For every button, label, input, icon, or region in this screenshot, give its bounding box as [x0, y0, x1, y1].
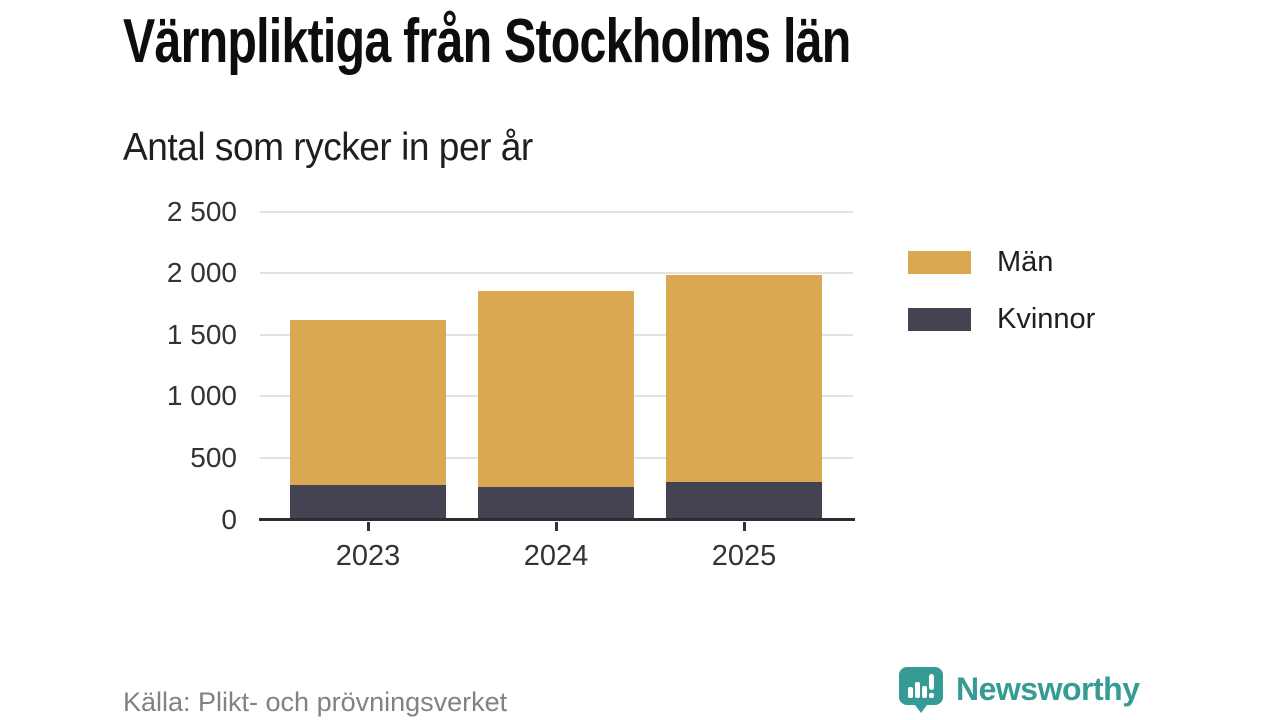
bar-2023-kvinnor	[290, 485, 446, 520]
x-tick-2024	[554, 521, 558, 531]
newsworthy-wordmark: Newsworthy	[956, 670, 1140, 707]
y-tick-label-1000: 1 000	[166, 380, 237, 412]
y-tick-label-500: 500	[190, 441, 237, 473]
page-title: Värnpliktiga från Stockholms län	[123, 7, 851, 76]
x-axis-line	[259, 518, 855, 521]
y-tick-label-0: 0	[221, 503, 237, 535]
x-tick-label-2025: 2025	[711, 540, 777, 572]
bar-2024-kvinnor	[478, 486, 634, 520]
bar-2024-män	[478, 290, 634, 487]
newsworthy-logo: Newsworthy	[896, 664, 1140, 714]
x-tick-label-2024: 2024	[523, 540, 589, 572]
women-swatch	[908, 308, 971, 331]
legend-label-women: Kvinnor	[997, 303, 1096, 335]
bar-2023-män	[290, 320, 446, 486]
men-swatch	[908, 251, 971, 274]
y-tick-label-1500: 1 500	[166, 318, 237, 350]
source-note: Källa: Plikt- och prövningsverket	[123, 687, 508, 717]
legend-item-men: Män	[908, 246, 1095, 279]
newsworthy-bubble-icon	[896, 664, 946, 714]
y-tick-label-2500: 2 500	[166, 195, 237, 227]
legend-item-women: Kvinnor	[908, 303, 1095, 336]
y-tick-label-2000: 2 000	[166, 257, 237, 289]
x-tick-2025	[742, 521, 746, 531]
grid-line-2500	[260, 210, 853, 213]
x-tick-2023	[366, 521, 370, 531]
legend: Män Kvinnor	[908, 246, 1095, 360]
bar-2025-kvinnor	[666, 481, 822, 520]
grid-line-2000	[260, 272, 853, 275]
x-tick-label-2023: 2023	[335, 540, 401, 572]
bar-2025-män	[666, 274, 822, 482]
chart-subtitle: Antal som rycker in per år	[123, 126, 533, 169]
legend-label-men: Män	[997, 246, 1054, 278]
